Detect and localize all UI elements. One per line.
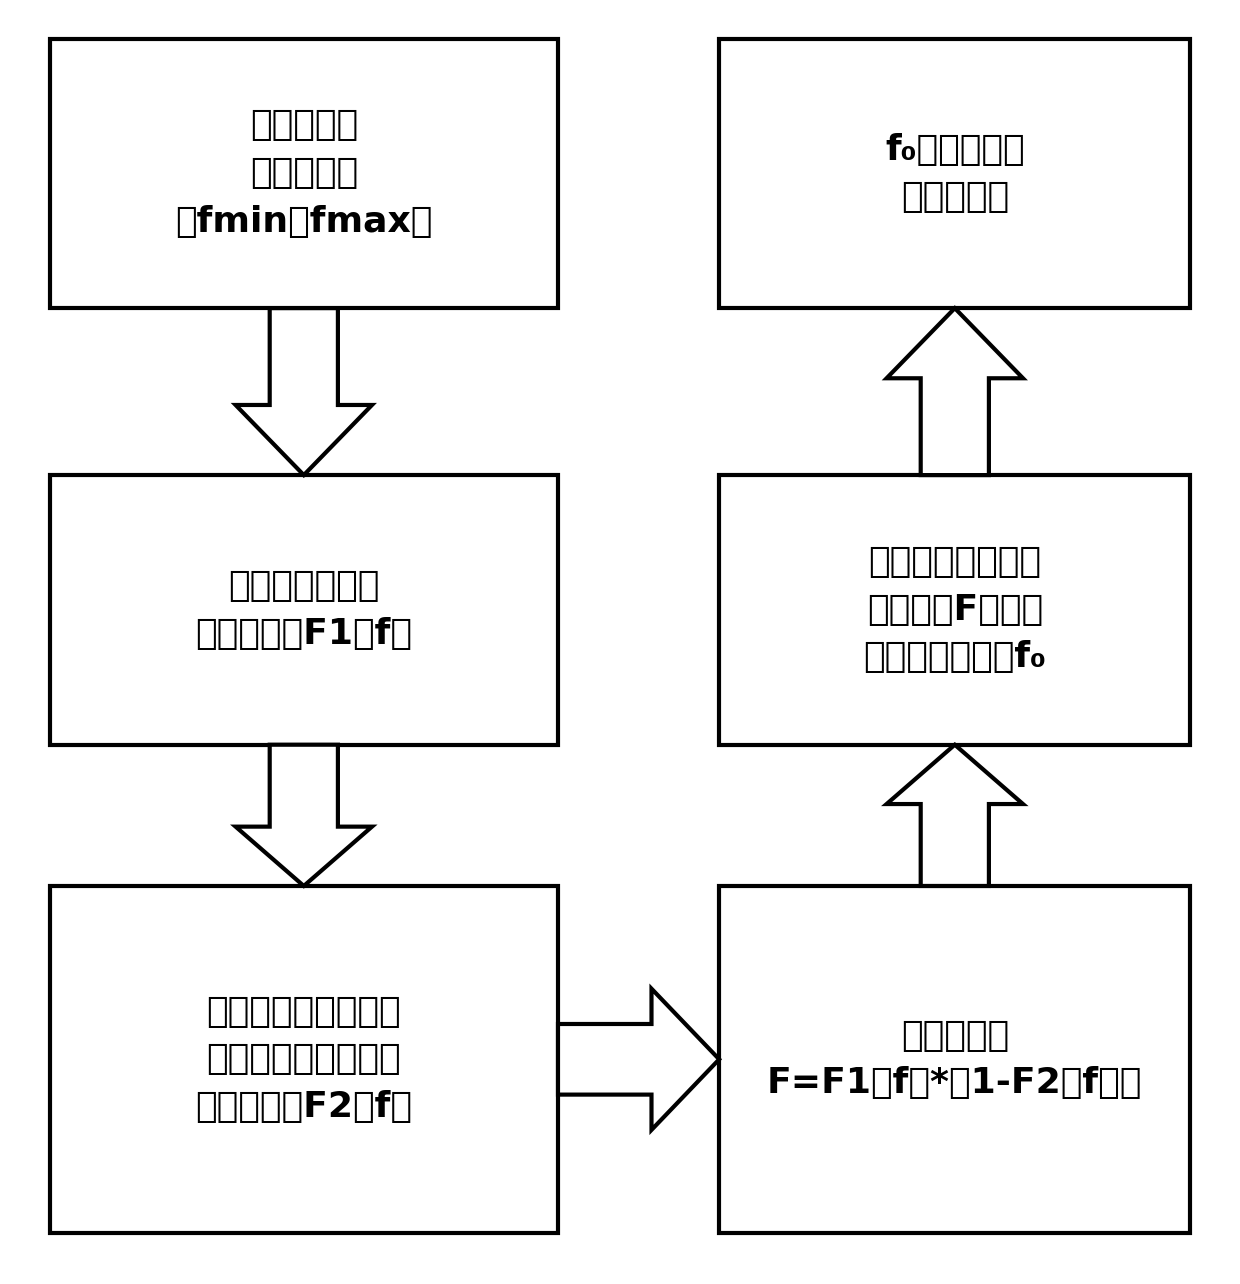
FancyBboxPatch shape: [50, 475, 558, 745]
Text: 建模开关频率对
损耗的函数F1（f）: 建模开关频率对 损耗的函数F1（f）: [196, 569, 412, 651]
FancyBboxPatch shape: [719, 886, 1190, 1233]
FancyBboxPatch shape: [719, 475, 1190, 745]
Text: 输入器件开: 输入器件开: [249, 108, 358, 141]
Polygon shape: [887, 745, 1023, 886]
Polygon shape: [887, 308, 1023, 475]
Text: f₀即为最合适
的开关频率: f₀即为最合适 的开关频率: [885, 132, 1024, 214]
Polygon shape: [558, 989, 719, 1130]
Text: 建模开关频率对逆变
器电能质量及负载寿
命效率函数F2（f）: 建模开关频率对逆变 器电能质量及负载寿 命效率函数F2（f）: [196, 995, 412, 1124]
Text: 关频率范围: 关频率范围: [249, 157, 358, 190]
Text: （fmin，fmax）: （fmin，fmax）: [175, 205, 433, 239]
Text: 在器件工作的范围
内，求得F关于开
关频率的最小值f₀: 在器件工作的范围 内，求得F关于开 关频率的最小值f₀: [863, 546, 1047, 674]
Polygon shape: [236, 308, 372, 475]
FancyBboxPatch shape: [719, 39, 1190, 308]
Polygon shape: [236, 745, 372, 886]
FancyBboxPatch shape: [50, 886, 558, 1233]
FancyBboxPatch shape: [50, 39, 558, 308]
Text: 得到总函数
F=F1（f）*（1-F2（f））: 得到总函数 F=F1（f）*（1-F2（f））: [768, 1018, 1142, 1100]
